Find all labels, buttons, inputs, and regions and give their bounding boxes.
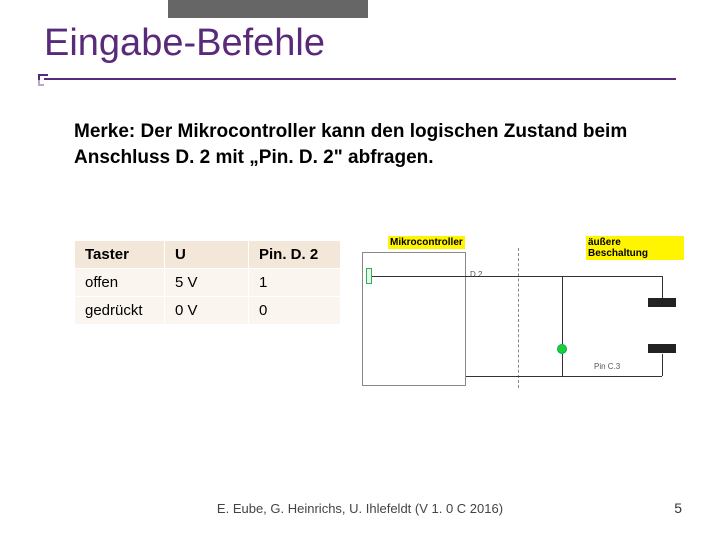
led-icon	[557, 344, 567, 354]
col-header: Pin. D. 2	[249, 241, 341, 269]
title-underline	[44, 78, 676, 80]
wire	[562, 354, 563, 376]
table-row: gedrückt 0 V 0	[75, 297, 341, 325]
cell: 0	[249, 297, 341, 325]
wire	[662, 276, 663, 298]
cell: 1	[249, 269, 341, 297]
corner-deco2	[38, 80, 44, 86]
footer-credits: E. Eube, G. Heinrichs, U. Ihlefeldt (V 1…	[0, 501, 720, 516]
cell: gedrückt	[75, 297, 165, 325]
connector-box	[648, 298, 676, 307]
pin-c3-label: Pin C.3	[594, 362, 620, 371]
separator-line	[518, 248, 519, 388]
table-header-row: Taster U Pin. D. 2	[75, 241, 341, 269]
wire	[562, 276, 563, 344]
slide-title: Eingabe-Befehle	[44, 22, 325, 65]
wire	[466, 276, 662, 277]
cell: offen	[75, 269, 165, 297]
wire	[372, 276, 466, 277]
top-decoration	[168, 0, 368, 18]
col-header: U	[165, 241, 249, 269]
page-number: 5	[674, 500, 682, 516]
connector-box	[648, 344, 676, 353]
external-circuit-label: äußere Beschaltung	[586, 236, 684, 260]
col-header: Taster	[75, 241, 165, 269]
intro-text: Merke: Der Mikrocontroller kann den logi…	[74, 119, 646, 170]
table-row: offen 5 V 1	[75, 269, 341, 297]
wire	[662, 354, 663, 376]
microcontroller-label: Mikrocontroller	[388, 236, 465, 249]
cell: 5 V	[165, 269, 249, 297]
microcontroller-box	[362, 252, 466, 386]
state-table: Taster U Pin. D. 2 offen 5 V 1 gedrückt …	[74, 240, 341, 325]
pin-d2-label: D.2	[470, 270, 482, 279]
cell: 0 V	[165, 297, 249, 325]
circuit-diagram: Mikrocontroller äußere Beschaltung D.2 P…	[362, 236, 684, 398]
wire	[466, 376, 662, 377]
